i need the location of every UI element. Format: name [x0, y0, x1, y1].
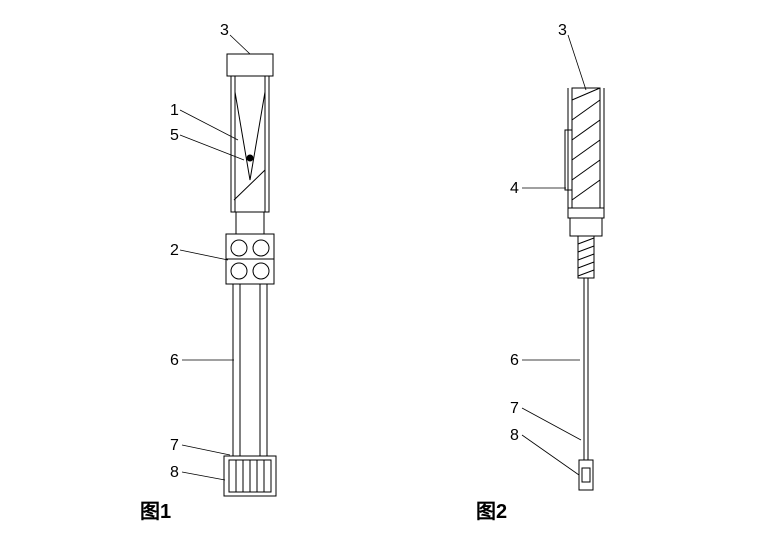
fig1-label-5: 5	[170, 127, 179, 145]
fig2-label-3: 3	[558, 22, 567, 40]
fig1-label-6: 6	[170, 352, 179, 370]
fig1-label-1: 1	[170, 102, 179, 120]
fig2-svg	[0, 0, 770, 531]
fig2-label-4: 4	[510, 180, 519, 198]
fig1-caption: 图1	[140, 495, 171, 524]
fig2-label-6: 6	[510, 352, 519, 370]
figure-2	[0, 0, 770, 536]
fig2-caption: 图2	[476, 495, 507, 524]
fig1-label-3: 3	[220, 22, 229, 40]
fig2-label-7: 7	[510, 400, 519, 418]
fig2-label-8: 8	[510, 427, 519, 445]
fig1-label-2: 2	[170, 242, 179, 260]
fig1-label-7: 7	[170, 437, 179, 455]
fig1-label-8: 8	[170, 464, 179, 482]
